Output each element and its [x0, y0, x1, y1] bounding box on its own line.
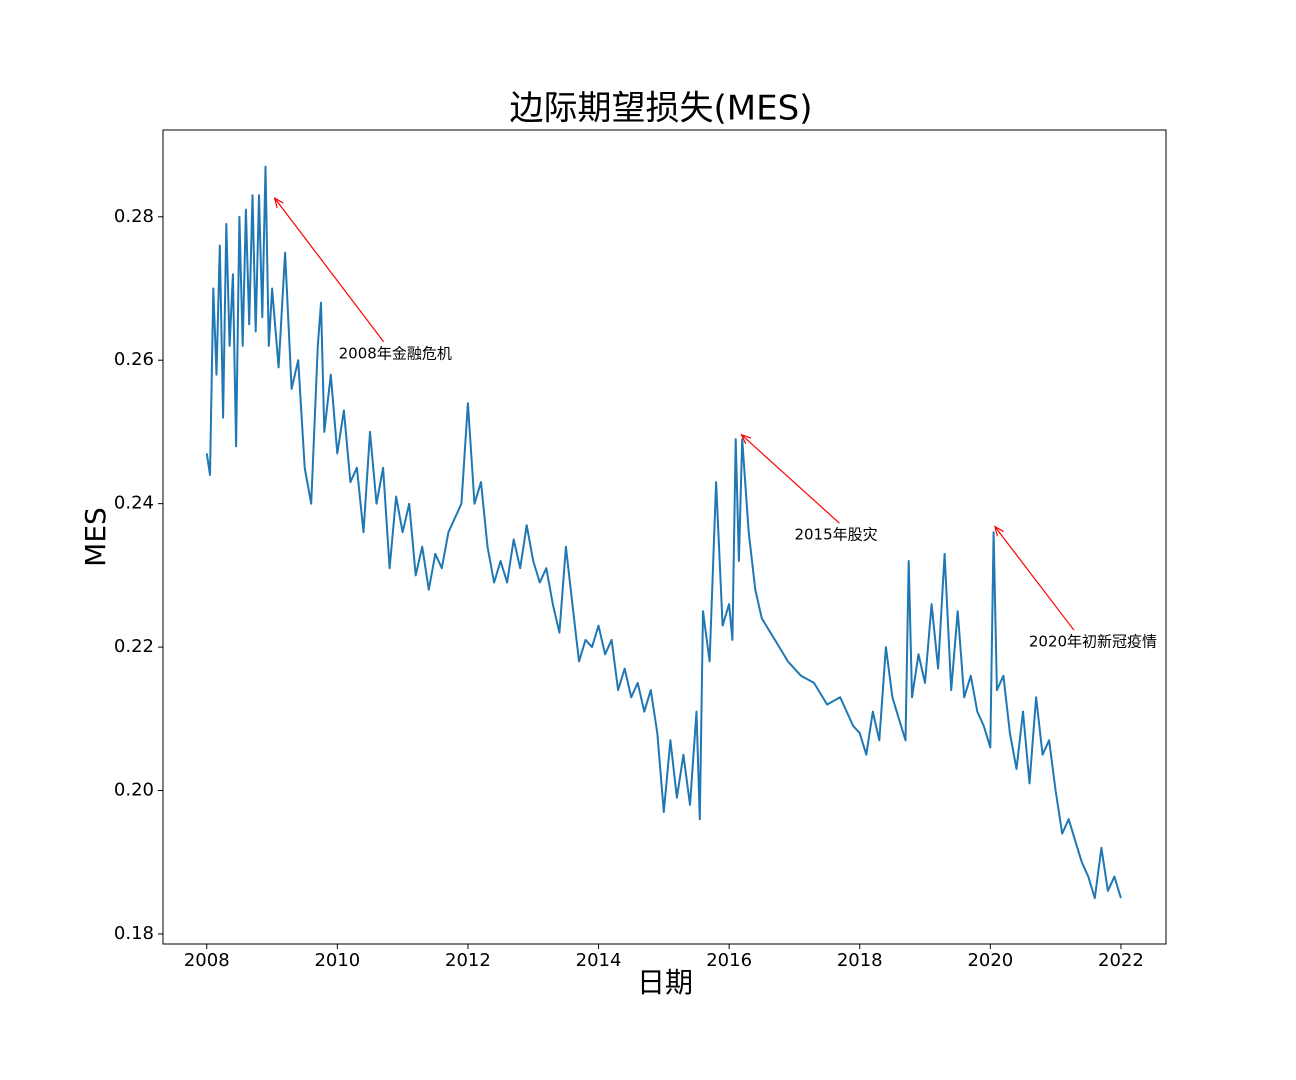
x-tick-label: 2022 [1098, 950, 1144, 971]
x-tick-label: 2008 [184, 950, 230, 971]
y-tick-label: 0.28 [114, 206, 154, 227]
y-tick-label: 0.26 [114, 349, 154, 370]
plot-frame [162, 129, 1167, 945]
y-axis-label: MES [79, 507, 112, 567]
annotation-text: 2015年股灾 [794, 526, 877, 544]
annotation-arrow [994, 526, 1075, 631]
y-tick-label: 0.20 [114, 780, 154, 801]
x-tick-label: 2020 [967, 950, 1013, 971]
x-tick-label: 2014 [576, 950, 622, 971]
annotation-arrowhead [740, 433, 752, 445]
y-tick-label: 0.22 [114, 636, 154, 657]
annotation-arrow [741, 434, 840, 524]
x-tick-label: 2018 [837, 950, 883, 971]
chart-title: 边际期望损失(MES) [510, 89, 813, 129]
annotation-arrow [274, 197, 385, 343]
x-tick-label: 2010 [314, 950, 360, 971]
y-tick-label: 0.18 [114, 923, 154, 944]
annotation-text: 2020年初新冠疫情 [1029, 633, 1157, 651]
data-line [205, 165, 1122, 900]
y-tick-label: 0.24 [114, 493, 154, 514]
x-tick-label: 2016 [706, 950, 752, 971]
annotation-arrowhead [993, 525, 1004, 537]
x-axis-label: 日期 [637, 966, 693, 999]
annotation-arrowhead [273, 196, 284, 208]
annotation-text: 2008年金融危机 [339, 344, 452, 362]
x-tick-label: 2012 [445, 950, 491, 971]
